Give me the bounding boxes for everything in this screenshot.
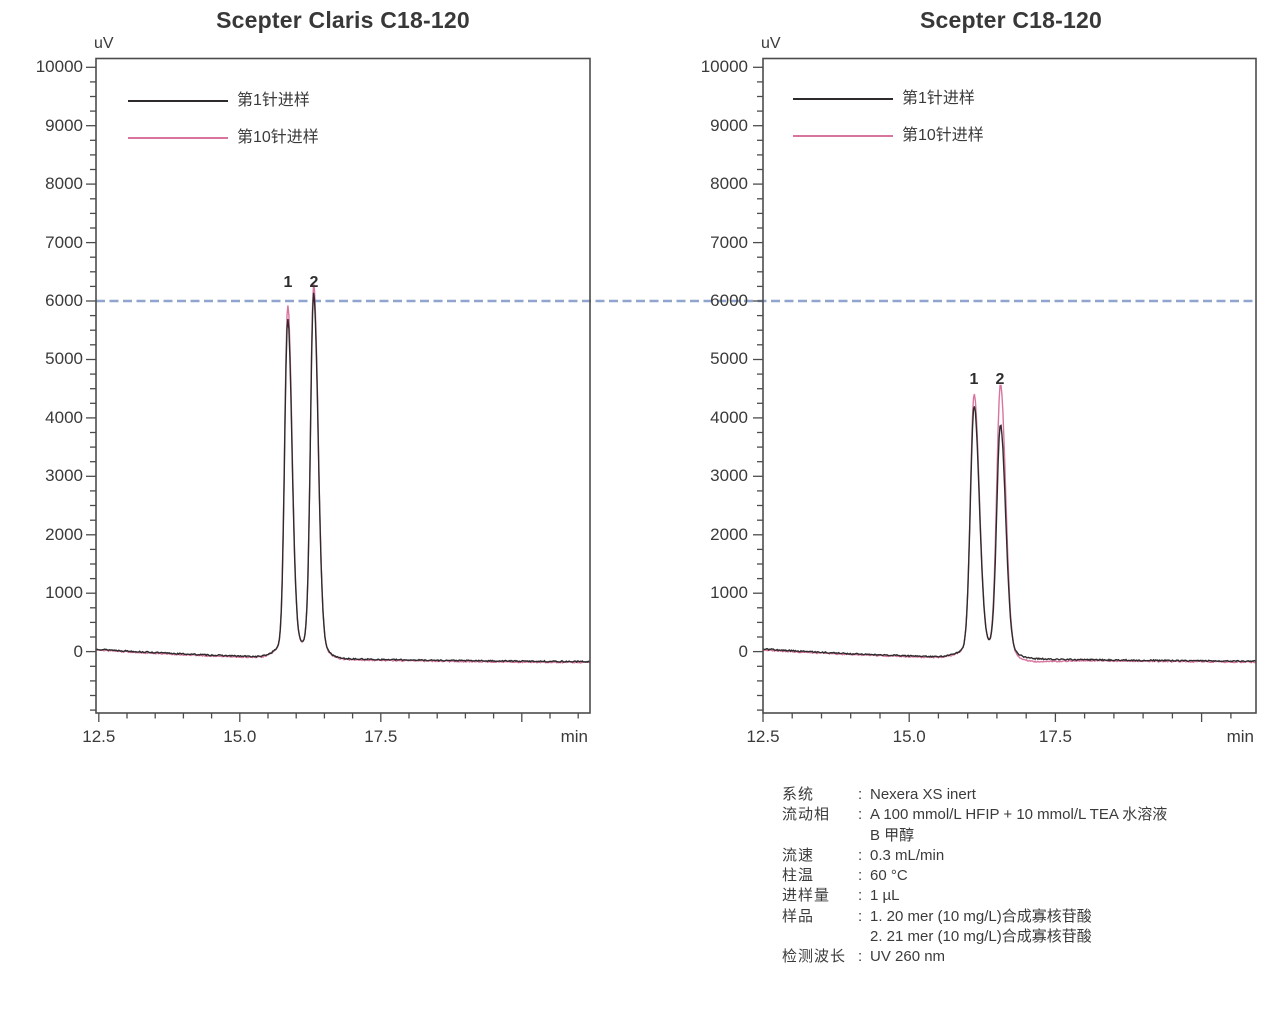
y-tick-label: 10000 <box>35 57 83 77</box>
info-value: UV 260 nm <box>870 948 946 966</box>
y-axis-unit-left: uV <box>94 35 114 52</box>
info-row: 2. 21 mer (10 mg/L)合成寡核苷酸 <box>782 927 1167 947</box>
x-tick-label: 12.5 <box>746 727 780 746</box>
legend-label: 第1针进样 <box>902 90 975 107</box>
y-tick-label: 4000 <box>45 407 83 427</box>
info-label: 柱温 <box>782 867 815 885</box>
y-tick-label: 3000 <box>45 466 83 486</box>
info-colon: : <box>858 867 863 885</box>
y-tick-label: 8000 <box>710 174 748 194</box>
y-axis-unit-right: uV <box>761 35 781 52</box>
info-value: 60 °C <box>870 867 908 885</box>
y-tick-label: 10000 <box>700 57 748 77</box>
y-tick-label: 4000 <box>710 407 748 427</box>
info-colon: : <box>858 806 863 824</box>
y-tick-label: 5000 <box>710 349 748 369</box>
y-tick-label: 0 <box>738 641 748 661</box>
info-row: 检测波长: UV 260 nm <box>782 947 1167 967</box>
info-value: A 100 mmol/L HFIP + 10 mmol/L TEA 水溶液 <box>870 806 1168 824</box>
info-label: 检测波长 <box>782 948 847 966</box>
legend-line-inj10 <box>793 135 893 137</box>
y-tick-label: 6000 <box>710 291 748 311</box>
peak-label-1: 1 <box>969 371 979 388</box>
y-tick-label: 1000 <box>45 583 83 603</box>
y-tick-label: 3000 <box>710 466 748 486</box>
info-colon: : <box>858 907 863 925</box>
info-colon: : <box>858 948 863 966</box>
info-row: 系统: Nexera XS inert <box>782 785 1167 805</box>
info-row: 样品:1. 20 mer (10 mg/L)合成寡核苷酸 <box>782 907 1167 927</box>
y-tick-label: 2000 <box>710 524 748 544</box>
info-value: 0.3 mL/min <box>870 846 945 864</box>
peak-label-2: 2 <box>995 371 1005 388</box>
y-tick-label: 1000 <box>710 583 748 603</box>
y-tick-label: 7000 <box>45 232 83 252</box>
chart-title-left: Scepter Claris C18-120 <box>216 7 470 33</box>
info-row: 进样量:1 µL <box>782 886 1167 906</box>
y-tick-label: 9000 <box>710 115 748 135</box>
x-tick-label: 17.5 <box>1038 727 1072 746</box>
info-label: 样品 <box>782 907 815 925</box>
y-tick-label: 2000 <box>45 524 83 544</box>
info-value: 1 µL <box>870 887 900 905</box>
x-tick-label: 15.0 <box>223 727 257 746</box>
info-colon: : <box>858 846 863 864</box>
info-colon <box>858 826 870 846</box>
y-tick-label: 5000 <box>45 349 83 369</box>
info-label: 进样量 <box>782 887 831 905</box>
info-label: 流动相 <box>782 806 831 824</box>
x-tick-label: 15.0 <box>892 727 926 746</box>
info-row: B 甲醇 <box>782 826 1167 846</box>
x-axis-unit: min <box>1226 727 1254 746</box>
legend-line-inj1 <box>128 100 228 102</box>
info-colon: : <box>858 786 863 803</box>
info-value: Nexera XS inert <box>870 786 976 803</box>
x-tick-label: 17.5 <box>364 727 398 746</box>
y-tick-label: 6000 <box>45 291 83 311</box>
peak-label-1: 1 <box>283 274 293 291</box>
legend-label: 第10针进样 <box>237 129 319 146</box>
y-tick-label: 7000 <box>710 232 748 252</box>
info-label: 流速 <box>782 846 815 864</box>
peak-label-2: 2 <box>309 274 319 291</box>
info-row: 柱温:60 °C <box>782 866 1167 886</box>
chart-title-right: Scepter C18-120 <box>920 7 1102 33</box>
x-axis-unit: min <box>560 727 588 746</box>
legend-label: 第1针进样 <box>237 92 310 109</box>
info-value: 1. 20 mer (10 mg/L)合成寡核苷酸 <box>870 907 1092 925</box>
info-value: B 甲醇 <box>870 826 915 844</box>
y-tick-label: 0 <box>73 641 83 661</box>
legend-line-inj1 <box>793 98 893 100</box>
info-label <box>782 826 858 846</box>
legend-label: 第10针进样 <box>902 127 984 144</box>
y-tick-label: 8000 <box>45 174 83 194</box>
info-label: 系统 <box>782 786 815 803</box>
info-row: 流速:0.3 mL/min <box>782 846 1167 866</box>
method-info-block: 系统: Nexera XS inert 流动相: A 100 mmol/L HFIP … <box>782 785 1167 968</box>
info-colon <box>858 927 870 947</box>
info-colon: : <box>858 887 863 905</box>
y-tick-label: 9000 <box>45 115 83 135</box>
x-tick-label: 12.5 <box>82 727 116 746</box>
info-label <box>782 927 858 947</box>
info-row: 流动相: A 100 mmol/L HFIP + 10 mmol/L TEA 水溶… <box>782 805 1167 825</box>
info-value: 2. 21 mer (10 mg/L)合成寡核苷酸 <box>870 928 1092 946</box>
legend-line-inj10 <box>128 137 228 139</box>
